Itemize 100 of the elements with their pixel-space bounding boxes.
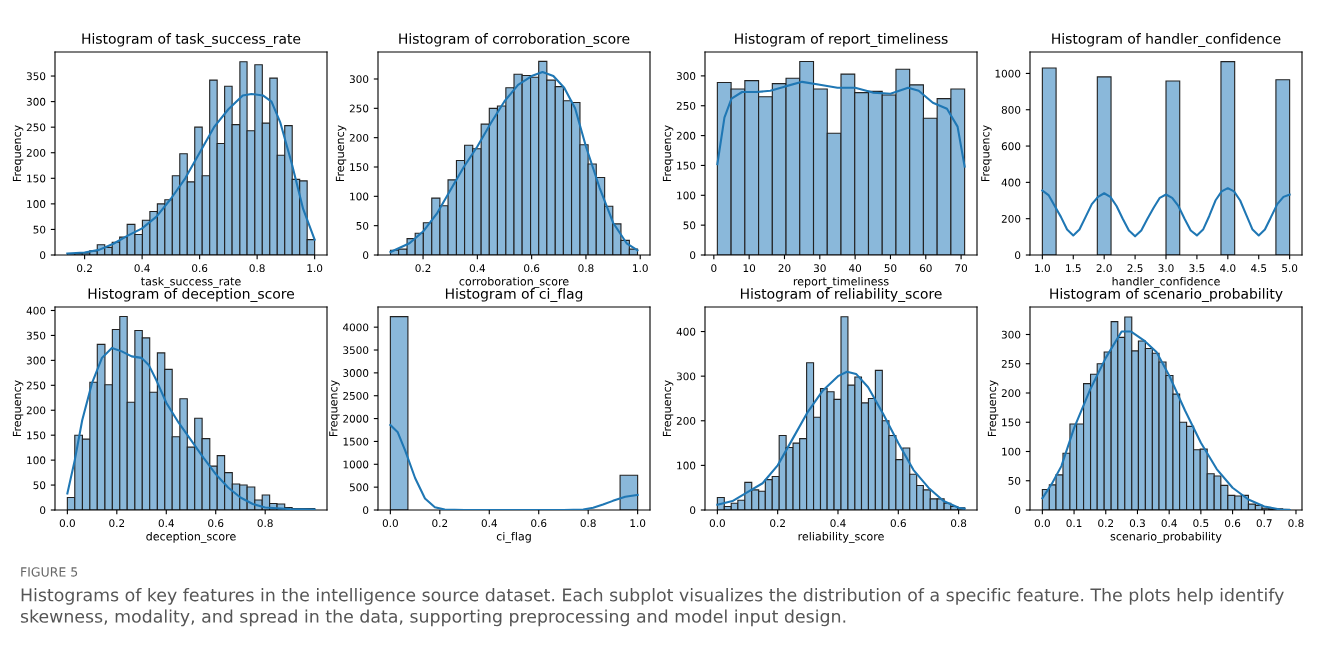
y-tick-label: 250 <box>1001 359 1021 368</box>
y-axis-title: Frequency <box>12 380 24 437</box>
x-tick-label: 0.4 <box>481 519 497 528</box>
x-tick-label: 0.2 <box>432 519 448 528</box>
x-tick-label: 0.6 <box>208 519 224 528</box>
y-tick-label: 150 <box>27 431 46 440</box>
x-tick-label: 0.4 <box>830 519 846 528</box>
y-tick-label: 200 <box>26 148 46 157</box>
x-tick-label: 10 <box>743 264 756 273</box>
chart-title: Histogram of report_timeliness <box>735 33 948 47</box>
x-tick-label: 1.5 <box>1066 264 1081 273</box>
y-tick-label: 0 <box>1015 506 1021 515</box>
chart-title: Histogram of corroboration_score <box>399 33 630 47</box>
x-tick-label: 2.5 <box>1127 264 1143 273</box>
y-tick-label: 150 <box>677 161 696 170</box>
x-tick-label: 0.8 <box>257 519 273 528</box>
y-tick-label: 600 <box>1001 142 1021 151</box>
x-tick-label: 0.1 <box>1066 519 1082 528</box>
x-tick-label: 0.0 <box>1034 519 1050 528</box>
y-tick-label: 0 <box>40 506 46 515</box>
x-tick-label: 0.2 <box>77 264 92 273</box>
x-tick-label: 0.3 <box>1129 519 1145 528</box>
x-tick-label: 1.0 <box>1035 264 1050 273</box>
y-tick-label: 100 <box>1002 447 1021 456</box>
y-tick-label: 300 <box>676 72 696 80</box>
x-tick-label: 50 <box>884 264 897 273</box>
x-tick-label: 0.4 <box>158 519 174 528</box>
y-tick-label: 0 <box>690 251 696 260</box>
y-tick-label: 0 <box>40 251 46 260</box>
y-tick-label: 1500 <box>343 437 369 446</box>
y-tick-label: 50 <box>33 225 46 234</box>
x-tick-label: 0.8 <box>249 264 265 273</box>
x-tick-label: 1.0 <box>307 264 323 273</box>
y-tick-label: 300 <box>676 372 696 381</box>
y-tick-label: 100 <box>677 461 696 470</box>
y-tick-label: 250 <box>26 381 46 390</box>
x-tick-label: 0 <box>711 264 717 273</box>
x-tick-label: 0.0 <box>709 519 725 528</box>
x-tick-label: 0.8 <box>1288 519 1304 528</box>
y-tick-label: 200 <box>1001 214 1021 223</box>
y-tick-label: 400 <box>1001 178 1021 187</box>
y-tick-label: 2500 <box>343 391 369 400</box>
y-tick-label: 300 <box>349 75 369 84</box>
text: Histograms of key features in the intelligence source dataset. Each subplot visualizes the distribution of a specific feature. The plots help identify skewness, modality, and spread in the data, supporting preprocessing and model input design. <box>20 588 1284 627</box>
x-axis-title: ci_flag <box>496 531 531 543</box>
y-tick-label: 1000 <box>995 69 1021 78</box>
x-tick-label: 0.4 <box>134 264 150 273</box>
y-tick-label: 50 <box>1008 476 1021 485</box>
chart-title: Histogram of handler_confidence <box>1052 33 1281 47</box>
y-tick-label: 1000 <box>343 460 369 469</box>
x-tick-label: 0.6 <box>192 264 208 273</box>
y-tick-label: 150 <box>1002 418 1021 427</box>
chart-title: Histogram of reliability_score <box>740 288 942 302</box>
x-axis-title: scenario_probability <box>1110 531 1222 543</box>
x-tick-label: 0.0 <box>59 519 75 528</box>
x-tick-label: 0.2 <box>415 264 431 273</box>
x-tick-label: 0.7 <box>1256 519 1272 528</box>
x-tick-label: 3.5 <box>1189 264 1205 273</box>
y-tick-label: 400 <box>676 327 696 336</box>
y-axis-title: Frequency <box>12 125 24 182</box>
x-tick-label: 4.0 <box>1220 264 1236 273</box>
y-tick-label: 0 <box>363 251 369 260</box>
x-tick-label: 5.0 <box>1282 264 1298 273</box>
x-tick-label: 40 <box>849 264 862 273</box>
y-tick-label: 800 <box>1001 105 1021 114</box>
y-tick-label: 200 <box>676 131 696 140</box>
chart-title: Histogram of ci_flag <box>445 288 583 302</box>
y-tick-label: 100 <box>27 456 46 465</box>
y-tick-label: 3000 <box>343 369 369 377</box>
x-tick-label: 0.6 <box>890 519 906 528</box>
y-tick-label: 0 <box>690 506 696 515</box>
x-tick-label: 0.6 <box>524 264 540 273</box>
x-tick-label: 30 <box>813 264 826 273</box>
y-axis-title: Frequency <box>329 380 340 437</box>
x-tick-label: 2.0 <box>1096 264 1112 273</box>
x-tick-label: 0.8 <box>578 264 594 273</box>
x-tick-label: 0.2 <box>1098 519 1114 528</box>
x-axis-title: report_timeliness <box>793 276 889 288</box>
y-tick-label: 0 <box>1015 251 1021 260</box>
y-tick-label: 50 <box>33 481 46 490</box>
y-tick-label: 2000 <box>343 414 369 423</box>
x-tick-label: 0.4 <box>469 264 486 273</box>
y-axis-title: Frequency <box>662 380 674 437</box>
y-tick-label: 200 <box>26 406 46 415</box>
x-axis-title: handler_confidence <box>1112 276 1220 288</box>
y-tick-label: 150 <box>27 174 46 183</box>
y-tick-label: 250 <box>349 104 369 113</box>
y-tick-label: 0 <box>363 506 369 515</box>
chart-title: Histogram of task_success_rate <box>82 33 301 47</box>
y-tick-label: 400 <box>26 306 46 315</box>
x-axis-title: deception_score <box>146 531 236 543</box>
x-tick-label: 70 <box>955 264 968 273</box>
x-tick-label: 60 <box>919 264 932 273</box>
y-tick-label: 4000 <box>342 323 369 332</box>
x-tick-label: 0.2 <box>770 519 785 528</box>
y-tick-label: 300 <box>1001 330 1021 339</box>
x-tick-label: 0.6 <box>531 519 547 528</box>
y-tick-label: 100 <box>350 192 369 201</box>
x-tick-label: 1.0 <box>630 519 646 528</box>
chart-title: Histogram of deception_score <box>88 288 294 302</box>
